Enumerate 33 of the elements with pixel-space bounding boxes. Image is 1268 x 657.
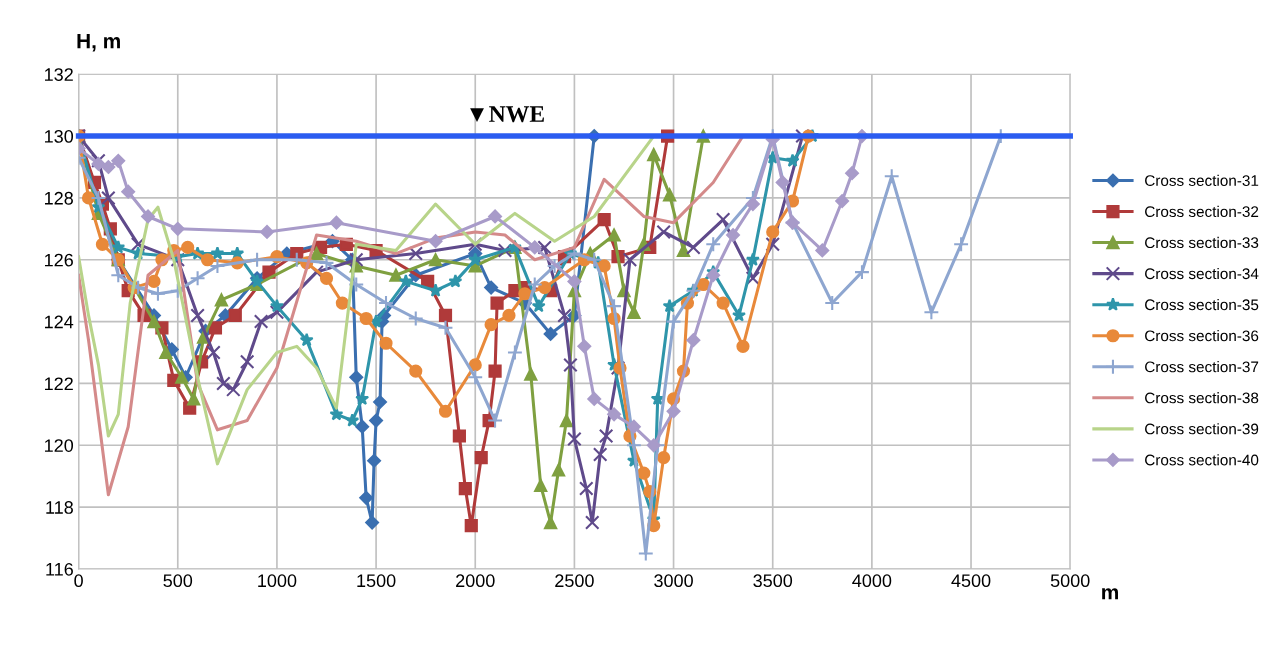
x-tick-label: 1500 (357, 574, 396, 588)
x-tick-label: 0 (74, 574, 83, 588)
y-tick-label: 122 (45, 377, 73, 390)
legend-label: Cross section-39 (1145, 423, 1259, 435)
y-tick-label: 116 (46, 562, 73, 576)
x-tick-label: 500 (163, 574, 193, 588)
x-tick-label: 3500 (753, 574, 793, 588)
x-tick-label: 1000 (258, 574, 297, 588)
legend-label: Cross section-31 (1145, 174, 1259, 186)
y-tick-label: 126 (45, 253, 73, 267)
y-tick-label: 128 (45, 191, 73, 205)
y-tick-label: 132 (45, 68, 73, 81)
ref-line-label: ▼NWE (470, 106, 544, 123)
x-tick-label: 2500 (555, 574, 594, 588)
y-tick-label: 124 (45, 315, 74, 329)
x-axis-title: m (1102, 588, 1118, 600)
legend-label: Cross section-37 (1145, 361, 1259, 373)
x-tick-label: 3000 (654, 574, 693, 588)
legend-label: Cross section-38 (1145, 392, 1259, 404)
legend-label: Cross section-33 (1145, 236, 1259, 249)
x-tick-label: 2000 (456, 574, 495, 588)
x-tick-label: 4000 (852, 574, 892, 588)
y-axis-title: H, m (77, 33, 120, 52)
y-tick-label: 120 (45, 439, 74, 452)
x-tick-label: 5000 (1050, 574, 1090, 588)
y-tick-label: 118 (46, 501, 73, 514)
legend-label: Cross section-34 (1145, 267, 1259, 280)
legend-label: Cross section-35 (1145, 298, 1259, 311)
legend-label: Cross section-32 (1145, 205, 1259, 218)
legend-label: Cross section-40 (1145, 454, 1259, 466)
y-tick-label: 130 (45, 130, 74, 143)
legend-label: Cross section-36 (1145, 330, 1259, 342)
x-tick-label: 4500 (951, 574, 991, 588)
